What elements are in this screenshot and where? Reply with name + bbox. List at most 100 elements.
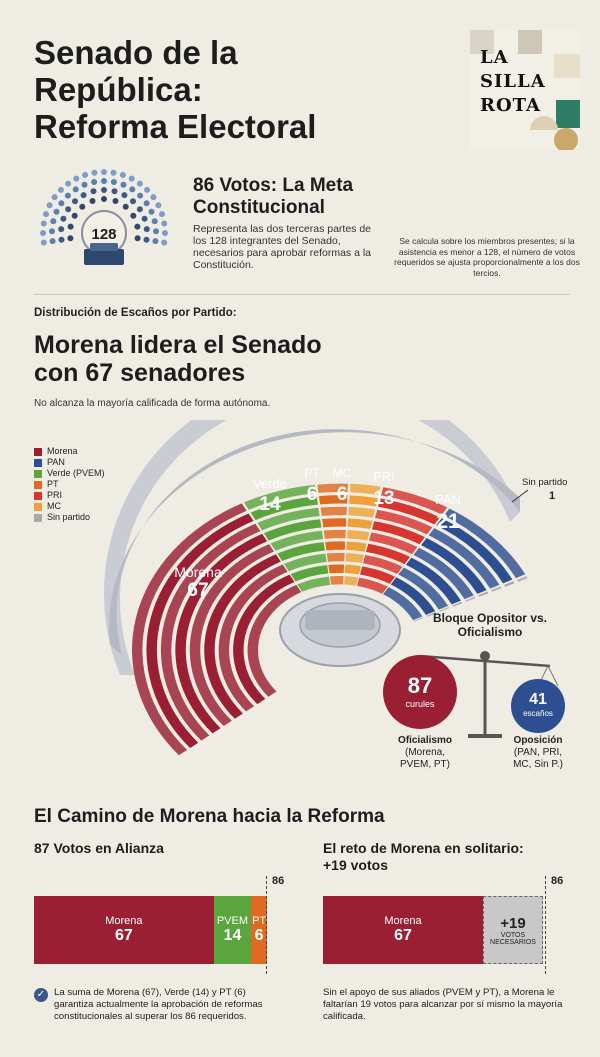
sin-seat-row	[504, 581, 515, 587]
pan-seat-row	[421, 537, 487, 594]
morena-seat-row	[175, 533, 268, 734]
mc-seat-row	[349, 483, 381, 496]
pri-seat-row	[357, 577, 388, 594]
verde-seat-row	[243, 484, 317, 510]
total-seats-number: 128	[91, 226, 116, 243]
mini-seat	[71, 212, 78, 219]
mini-seat	[43, 211, 49, 218]
verde-seat-row	[257, 507, 320, 531]
legend-item: Verde (PVEM)	[34, 468, 105, 479]
legend-item: MC	[34, 501, 105, 512]
mini-seat	[128, 175, 135, 182]
alliance-threshold-line	[266, 876, 267, 974]
pt-seat-row	[320, 506, 347, 516]
mini-seat	[89, 198, 96, 204]
mini-seat	[120, 181, 127, 188]
mini-seat	[130, 212, 137, 219]
mini-seat	[110, 179, 117, 185]
legend-label: Sin partido	[47, 512, 91, 522]
logo-text: LA SILLA ROTA	[480, 47, 546, 116]
alliance-bar: Morena 67 PVEM 14 PT 6	[34, 896, 267, 964]
mini-seat	[134, 223, 141, 230]
mini-seat	[143, 236, 150, 243]
pri-seat-row	[366, 543, 411, 565]
mini-seat	[58, 236, 65, 243]
pan-seat-row	[390, 577, 436, 615]
legend-label: Morena	[47, 446, 78, 456]
sin-seat-row	[516, 576, 528, 582]
morena-seat-row	[131, 503, 247, 756]
distribution-label: Distribución de Escaños por Partido:	[34, 307, 237, 319]
mini-seat	[51, 194, 58, 201]
pt-sector-seats: 6	[307, 484, 318, 505]
alliance-morena-segment: Morena 67	[34, 896, 214, 964]
mini-seat	[153, 228, 159, 235]
oficialismo-circle: 87 curules	[383, 655, 457, 729]
goal-note: Se calcula sobre los miembros presentes;…	[394, 236, 580, 278]
sin-seat-row	[452, 601, 463, 607]
pri-seat-row	[360, 566, 396, 584]
solo-threshold-line	[545, 876, 546, 974]
morena-seat-row	[160, 523, 261, 741]
verde-seat-row	[277, 542, 325, 562]
morena-sector-name: Morena	[174, 564, 222, 580]
pri-seat-row	[363, 555, 403, 574]
verde-seat-row	[263, 519, 322, 541]
sin-seat-row	[478, 591, 489, 597]
pri-seat-row	[372, 521, 425, 545]
pan-seat-row	[436, 518, 513, 584]
mini-seat	[81, 181, 88, 188]
morena-seat-row	[146, 513, 254, 748]
mini-seat	[101, 169, 107, 175]
mini-seat	[121, 192, 128, 199]
legend-swatch	[34, 458, 42, 467]
morena-sector-seats: 67	[187, 580, 208, 601]
mc-sector-seats: 6	[337, 484, 348, 505]
legend-item: Morena	[34, 446, 105, 457]
sin-seat-row	[426, 612, 437, 617]
verde-seat-row	[250, 496, 318, 521]
mini-seat	[101, 187, 107, 193]
mc-seat-row	[347, 518, 373, 530]
mini-seat	[136, 180, 143, 187]
senate-hemicycle: Morena 67 Verde 14 PT 6 MC 6 PRI 13 PAN …	[104, 420, 529, 756]
mini-seat	[49, 228, 55, 235]
brand-logo: LA SILLA ROTA	[470, 30, 580, 150]
path-title: El Camino de Morena hacia la Reforma	[34, 806, 385, 827]
morena-seat-row	[233, 574, 295, 705]
mini-seat	[72, 198, 78, 205]
sin-seat-row	[465, 596, 476, 602]
mc-seat-row	[344, 564, 361, 575]
pt-seat-row	[318, 495, 348, 505]
mini-seat	[49, 238, 56, 245]
pt-seat-row	[317, 483, 348, 493]
mini-seat	[67, 223, 74, 230]
mini-seat	[58, 226, 65, 233]
solo-footnote: Sin el apoyo de sus aliados (PVEM y PT),…	[323, 987, 563, 1022]
pri-seat-row	[375, 509, 433, 535]
mini-seat	[137, 192, 144, 199]
mini-seat	[80, 192, 87, 199]
legend-swatch	[34, 480, 42, 489]
mini-seat	[136, 206, 143, 213]
pri-seat-row	[369, 532, 418, 555]
pri-sector-name: PRI	[373, 469, 395, 484]
pan-seat-row	[383, 587, 423, 621]
mini-seat	[64, 192, 71, 199]
mini-seat	[91, 179, 98, 185]
mini-seat	[46, 202, 53, 209]
pan-sector-seats: 21	[436, 510, 460, 533]
solo-morena-segment: Morena 67	[323, 896, 483, 964]
solo-bar: Morena 67 +19 VOTOS NECESARIOS	[323, 896, 545, 964]
pan-seat-row	[405, 557, 461, 605]
pt-seat-row	[329, 576, 344, 585]
alliance-pvem-segment: PVEM 14	[213, 896, 252, 964]
verde-seat-row	[290, 565, 329, 582]
mc-seat-row	[347, 529, 370, 541]
morena-seat-row	[189, 544, 274, 727]
mc-seat-row	[346, 541, 367, 552]
oposicion-circle: 41 escaños	[511, 679, 565, 733]
mini-seat	[60, 215, 67, 222]
mini-seat	[65, 206, 72, 213]
mini-seat	[111, 188, 118, 195]
